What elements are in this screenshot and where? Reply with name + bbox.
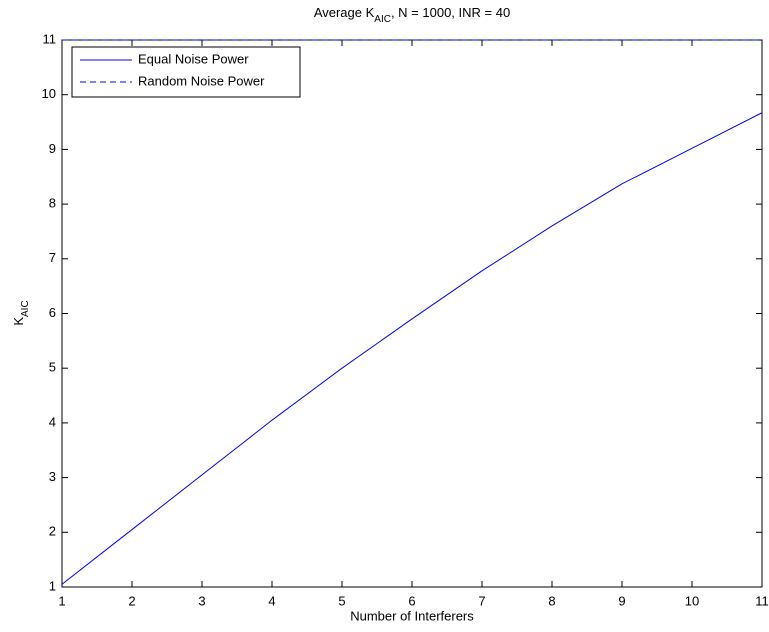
x-tick-label: 2: [128, 593, 135, 608]
legend-label: Equal Noise Power: [138, 51, 249, 66]
line-series: [61, 112, 763, 585]
y-tick-label: 4: [49, 414, 56, 429]
x-tick-label: 9: [618, 593, 625, 608]
title-subscript: AIC: [374, 14, 391, 25]
legend-box: [71, 46, 301, 98]
title-part: , N = 1000, INR = 40: [391, 5, 510, 20]
x-tick-label: 8: [548, 593, 555, 608]
y-label-subscript: AIC: [20, 300, 31, 317]
y-label-part: K: [11, 317, 26, 326]
y-tick-label: 7: [49, 250, 56, 265]
x-tick-label: 7: [478, 593, 485, 608]
y-tick-label: 11: [43, 31, 57, 46]
x-tick-label: 11: [755, 593, 769, 608]
title-part: Average K: [314, 5, 375, 20]
y-tick-label: 1: [49, 578, 56, 593]
y-axis-label: KAIC: [11, 300, 30, 325]
y-tick-label: 3: [49, 469, 56, 484]
y-tick-label: 10: [42, 86, 56, 101]
x-axis-label: Number of Interferers: [350, 608, 474, 623]
y-tick-label: 9: [49, 141, 56, 156]
x-tick-label: 4: [268, 593, 275, 608]
chart-title: Average KAIC, N = 1000, INR = 40: [314, 5, 510, 24]
x-tick-label: 6: [408, 593, 415, 608]
y-tick-label: 6: [49, 305, 56, 320]
y-tick-label: 8: [49, 196, 56, 211]
y-tick-label: 2: [49, 524, 56, 539]
x-tick-label: 5: [338, 593, 345, 608]
x-tick-label: 10: [685, 593, 699, 608]
y-tick-label: 5: [49, 360, 56, 375]
x-tick-label: 3: [198, 593, 205, 608]
x-tick-label: 1: [58, 593, 65, 608]
legend-label: Random Noise Power: [138, 73, 265, 88]
